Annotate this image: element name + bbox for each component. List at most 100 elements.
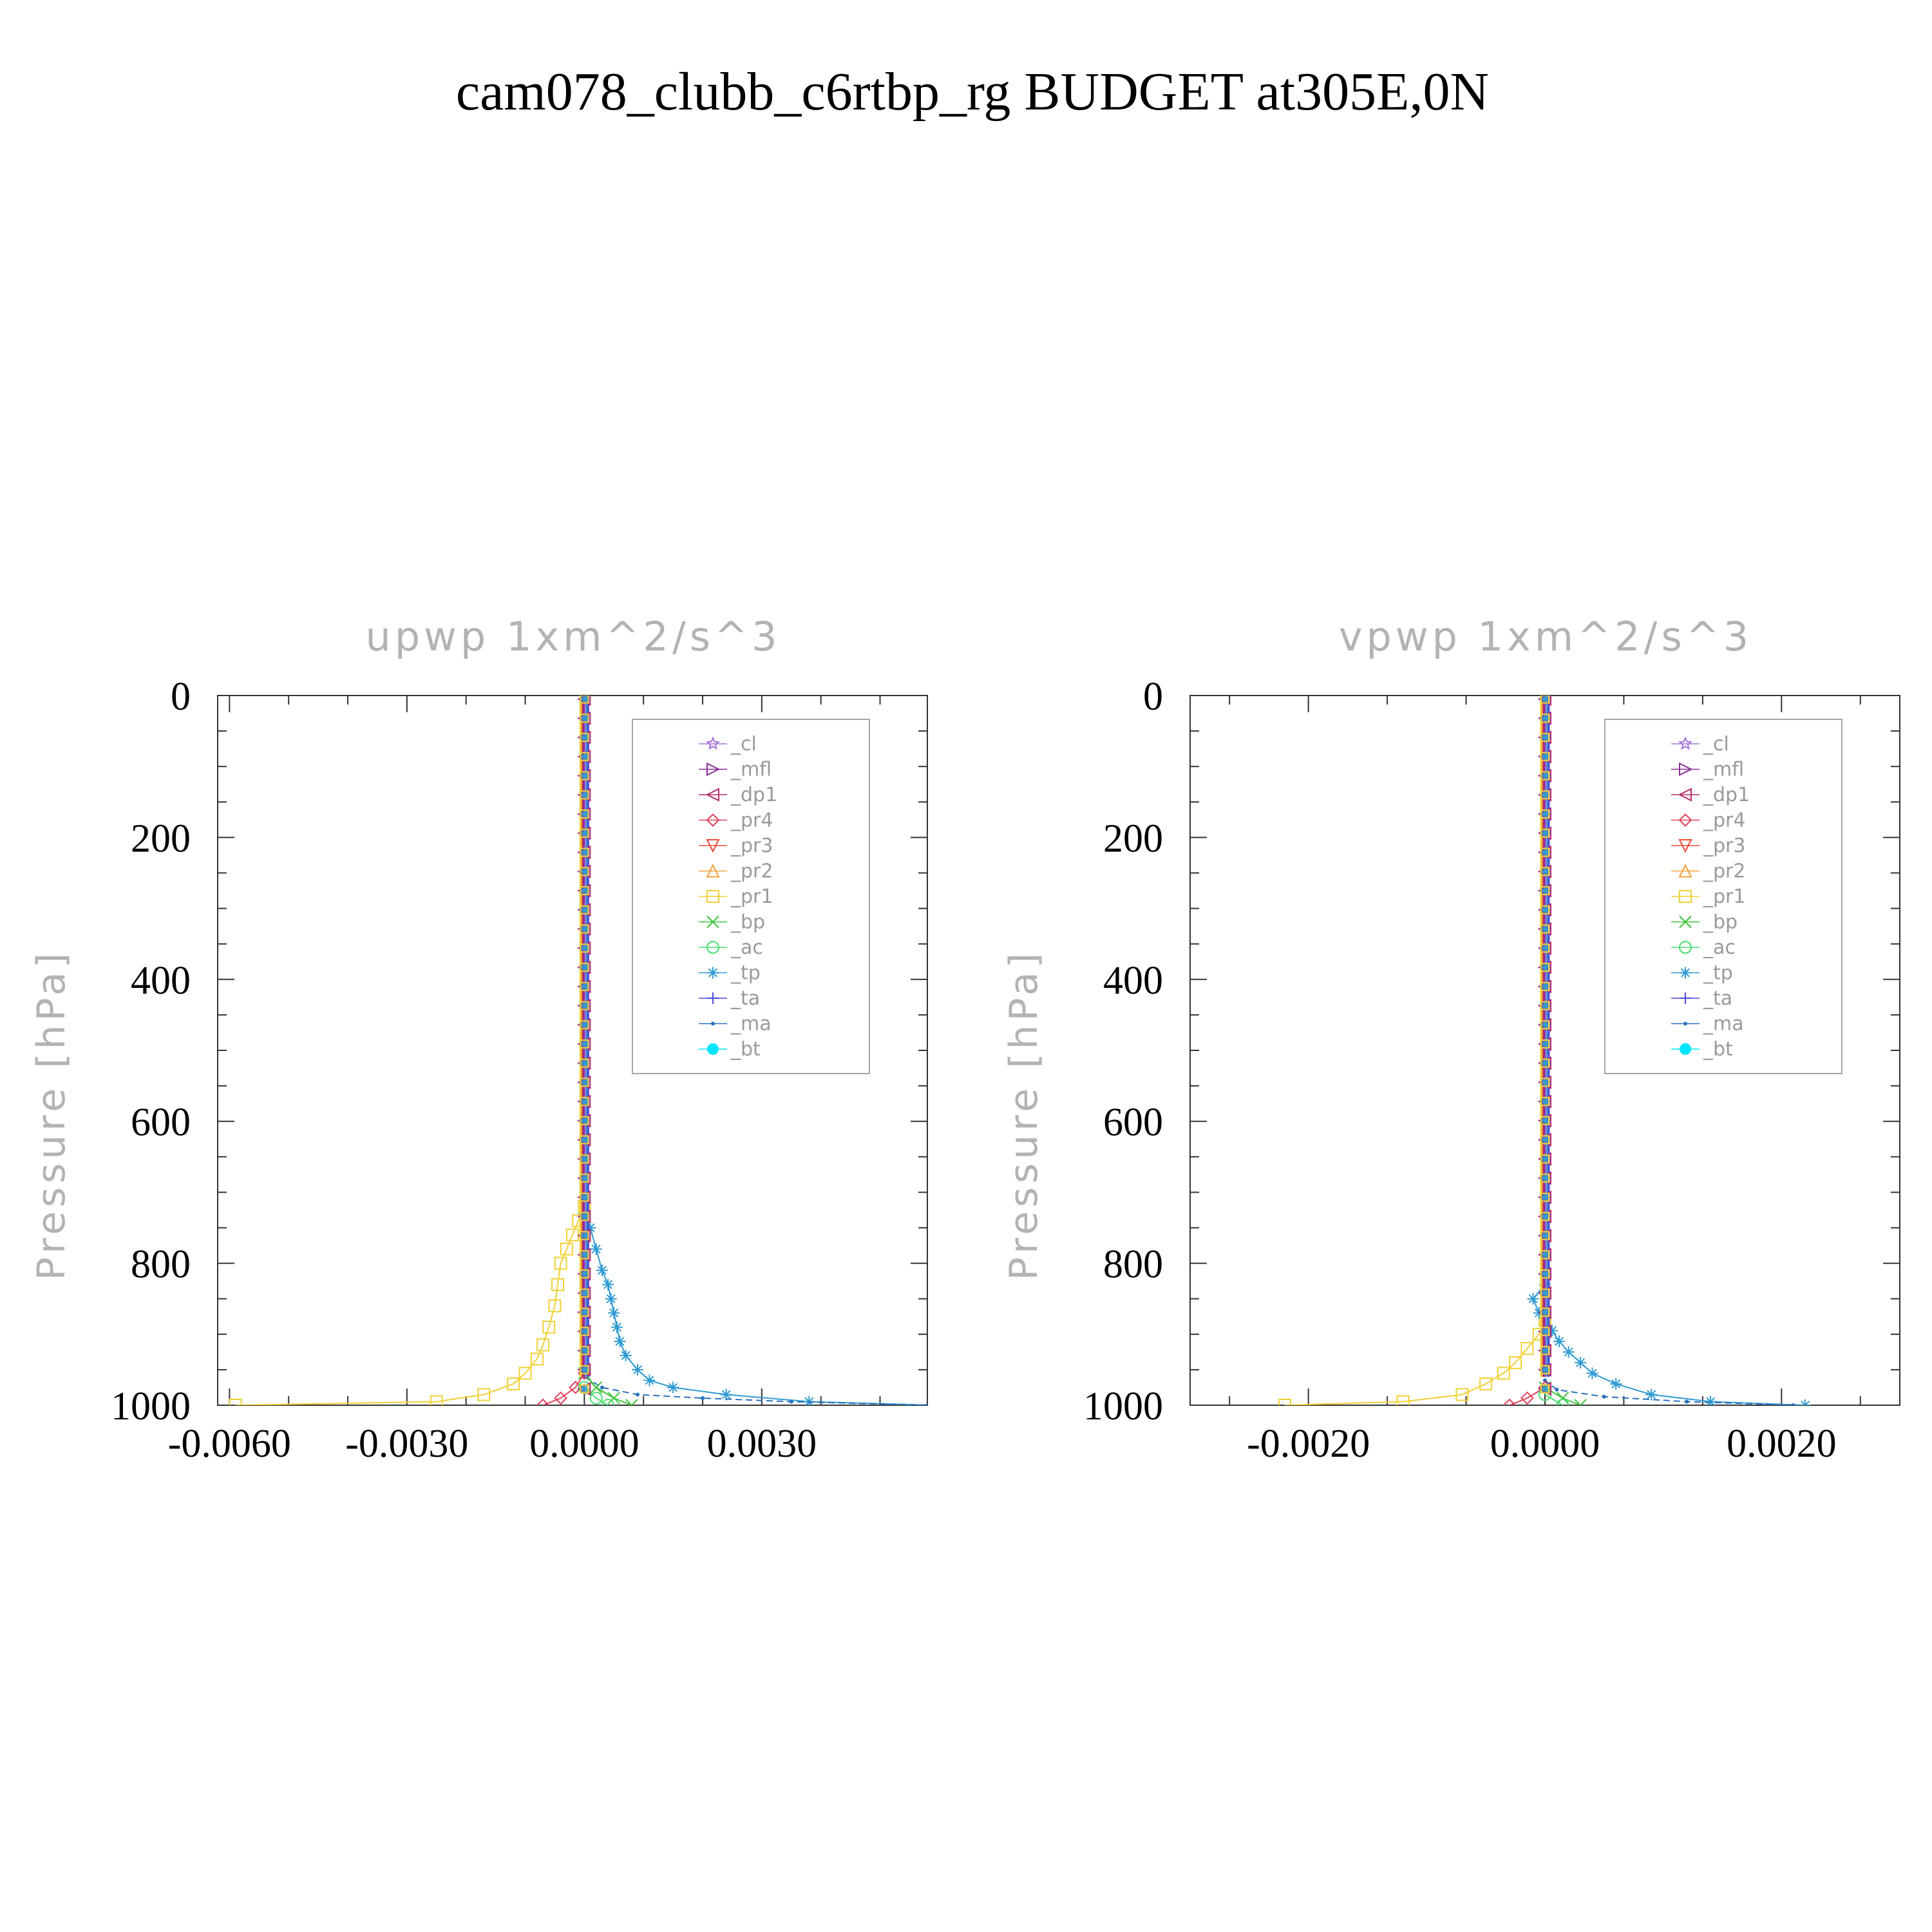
y-tick-label: 200 — [131, 817, 191, 860]
legend-marker — [1683, 1021, 1687, 1026]
zero-profile-marker — [580, 867, 589, 876]
zero-profile-marker — [1540, 1346, 1549, 1356]
series-line-pr4 — [542, 1372, 585, 1405]
y-tick-label: 600 — [131, 1101, 191, 1144]
series-line-bp — [583, 1372, 632, 1405]
legend-label: _pr3 — [1703, 835, 1745, 857]
zero-profile-marker — [1540, 696, 1549, 704]
zero-profile-marker — [1540, 1173, 1549, 1183]
legend-box — [632, 719, 870, 1074]
series-marker — [667, 1381, 679, 1394]
y-tick-label: 0 — [171, 675, 191, 719]
series-marker — [1497, 1367, 1510, 1380]
series-marker — [589, 1391, 603, 1405]
legend-marker — [705, 736, 721, 750]
series-line-ma — [583, 1376, 927, 1405]
zero-profile-marker — [1540, 848, 1549, 857]
series-line-pr1 — [235, 1206, 585, 1405]
zero-profile-marker — [580, 1211, 589, 1221]
y-tick-label: 200 — [1103, 817, 1163, 860]
legend-label: _dp1 — [1703, 784, 1750, 806]
series-marker — [1527, 1293, 1539, 1305]
zero-profile-marker — [1540, 1250, 1549, 1260]
zero-profile-marker — [1540, 886, 1549, 896]
legend-label: _tp — [730, 962, 761, 985]
zero-profile-marker — [580, 1039, 589, 1049]
legend-label: _mfl — [1703, 759, 1744, 781]
x-tick-label: 0.0000 — [1490, 1422, 1600, 1466]
zero-profile-marker — [1540, 1288, 1549, 1298]
zero-profile-marker — [580, 1173, 589, 1183]
series-marker — [1586, 1367, 1598, 1379]
series-marker — [601, 1399, 615, 1405]
zero-profile-marker — [580, 771, 589, 781]
zero-profile-marker — [1540, 943, 1549, 953]
zero-profile-marker — [580, 886, 589, 896]
legend-marker — [711, 1021, 715, 1026]
series-marker — [1556, 1392, 1569, 1405]
y-tick-label: 800 — [131, 1243, 191, 1287]
series-line-tp — [1532, 1284, 1806, 1405]
legend-marker — [706, 864, 720, 878]
series-marker — [530, 1352, 544, 1366]
series-marker — [477, 1388, 491, 1401]
zero-profile-marker — [580, 1077, 589, 1087]
zero-profile-marker — [1540, 1384, 1549, 1394]
y-tick-label: 800 — [1103, 1243, 1163, 1287]
legend-label: _cl — [1703, 733, 1729, 755]
legend-label: _pr1 — [730, 886, 773, 908]
series-marker — [1502, 1398, 1517, 1405]
zero-profile-marker — [580, 1193, 589, 1202]
legend-marker — [1679, 941, 1692, 954]
legend-label: _ma — [730, 1013, 772, 1036]
series-marker — [607, 1392, 620, 1405]
y-axis-label: Pressure [hPa] — [29, 949, 74, 1280]
zero-profile-marker — [580, 1058, 589, 1068]
legend-marker — [707, 992, 719, 1004]
series-marker — [536, 1338, 550, 1352]
zero-profile-marker — [1540, 924, 1549, 934]
series-line-pr1 — [1284, 1320, 1546, 1405]
zero-profile-marker — [1540, 905, 1549, 914]
zero-profile-marker — [580, 848, 589, 857]
legend-marker — [1680, 967, 1691, 979]
zero-profile-marker — [580, 1020, 589, 1030]
zero-profile-marker — [1540, 1269, 1549, 1279]
series-marker — [560, 1242, 573, 1256]
series-marker — [1479, 1377, 1493, 1390]
legend-label: _cl — [730, 733, 757, 755]
legend-marker — [706, 762, 721, 777]
series-marker — [1562, 1346, 1575, 1358]
series-marker — [536, 1398, 550, 1405]
zero-profile-marker — [1540, 1077, 1549, 1087]
zero-profile-marker — [580, 905, 589, 914]
series-marker — [1543, 1378, 1547, 1383]
series-marker — [1555, 1387, 1559, 1392]
x-tick-label: -0.0020 — [1247, 1422, 1370, 1466]
zero-profile-marker — [580, 696, 589, 704]
legend-label: _ta — [730, 987, 760, 1010]
legend-label: _bt — [730, 1038, 761, 1061]
legend-marker — [706, 915, 719, 929]
legend-marker — [706, 813, 720, 827]
panel-title: upwp 1xm^2/s^3 — [366, 613, 781, 660]
y-tick-label: 0 — [1143, 675, 1163, 719]
x-tick-label: -0.0060 — [168, 1422, 291, 1466]
y-tick-label: 1000 — [1083, 1385, 1163, 1428]
series-marker — [551, 1278, 565, 1291]
series-marker — [600, 1385, 604, 1390]
series-marker — [1602, 1394, 1606, 1399]
series-marker — [701, 1396, 705, 1400]
series-line-ma — [1544, 1379, 1794, 1405]
series-marker — [643, 1374, 656, 1387]
legend-marker — [1678, 788, 1692, 802]
zero-profile-marker — [580, 1135, 589, 1144]
zero-profile-marker — [580, 1001, 589, 1010]
series-marker — [1509, 1356, 1522, 1369]
legend-label: _pr1 — [1703, 886, 1745, 908]
series-marker — [548, 1299, 562, 1312]
zero-profile-marker — [1540, 752, 1549, 761]
plot-frame — [217, 695, 928, 1406]
zero-profile-marker — [580, 1269, 589, 1279]
legend-marker — [1680, 992, 1691, 1004]
